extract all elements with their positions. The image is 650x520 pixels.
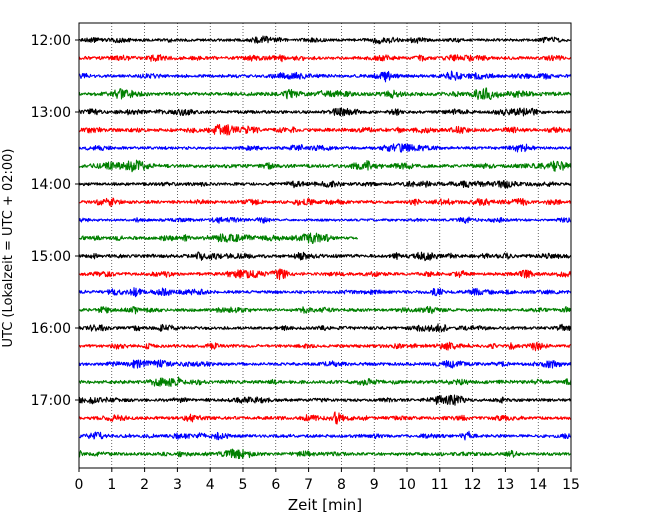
x-tick-label: 15 — [562, 477, 580, 493]
x-tick-label: 11 — [431, 477, 449, 493]
trace-1515 — [78, 268, 572, 281]
x-tick-label: 12 — [464, 477, 482, 493]
trace-1415 — [78, 197, 572, 208]
x-axis-ticks: 0 1 2 3 4 5 6 7 8 9 10 11 12 13 14 15 — [75, 468, 580, 493]
trace-1615 — [78, 341, 572, 352]
x-tick-label: 10 — [398, 477, 416, 493]
trace-1200 — [78, 35, 572, 45]
trace-1500 — [78, 251, 572, 262]
trace-1315 — [78, 123, 572, 136]
x-tick-label: 0 — [75, 477, 84, 493]
trace-1630 — [78, 359, 572, 369]
x-tick-label: 14 — [529, 477, 547, 493]
x-tick-label: 3 — [173, 477, 182, 493]
y-tick-label: 12:00 — [31, 33, 71, 49]
y-tick-label: 16:00 — [31, 321, 71, 337]
x-tick-label: 4 — [206, 477, 215, 493]
x-tick-label: 6 — [271, 477, 280, 493]
trace-1700 — [78, 394, 572, 406]
y-tick-label: 15:00 — [31, 249, 71, 265]
axes-frame — [78, 22, 572, 469]
x-tick-label: 8 — [337, 477, 346, 493]
y-tick-label: 13:00 — [31, 105, 71, 121]
trace-1230 — [78, 70, 572, 83]
trace-1345 — [78, 159, 572, 173]
trace-1645 — [78, 376, 572, 387]
y-axis-ticks: 12:00 13:00 14:00 15:00 16:00 17:00 — [31, 33, 79, 409]
trace-1600 — [78, 323, 572, 333]
x-tick-label: 2 — [140, 477, 149, 493]
trace-1545 — [78, 305, 572, 315]
trace-1300 — [78, 107, 572, 117]
trace-1745 — [78, 448, 572, 460]
x-tick-label: 5 — [239, 477, 248, 493]
y-axis-label: UTC (Lokalzeit = UTC + 02:00) — [1, 149, 16, 348]
trace-1715 — [78, 411, 572, 425]
trace-1400 — [78, 180, 572, 189]
seismic-traces — [78, 35, 572, 460]
trace-1245 — [78, 87, 572, 101]
x-axis-label: Zeit [min] — [288, 496, 362, 514]
x-tick-label: 7 — [304, 477, 313, 493]
trace-1730 — [78, 430, 572, 441]
axes-border — [78, 22, 572, 469]
trace-1430 — [78, 216, 572, 224]
trace-1445 — [78, 232, 358, 244]
trace-1330 — [78, 143, 572, 153]
x-tick-label: 1 — [107, 477, 116, 493]
x-tick-label: 13 — [496, 477, 514, 493]
y-tick-label: 17:00 — [31, 393, 71, 409]
trace-1215 — [78, 54, 572, 63]
trace-1530 — [78, 287, 572, 298]
y-tick-label: 14:00 — [31, 177, 71, 193]
x-tick-label: 9 — [370, 477, 379, 493]
